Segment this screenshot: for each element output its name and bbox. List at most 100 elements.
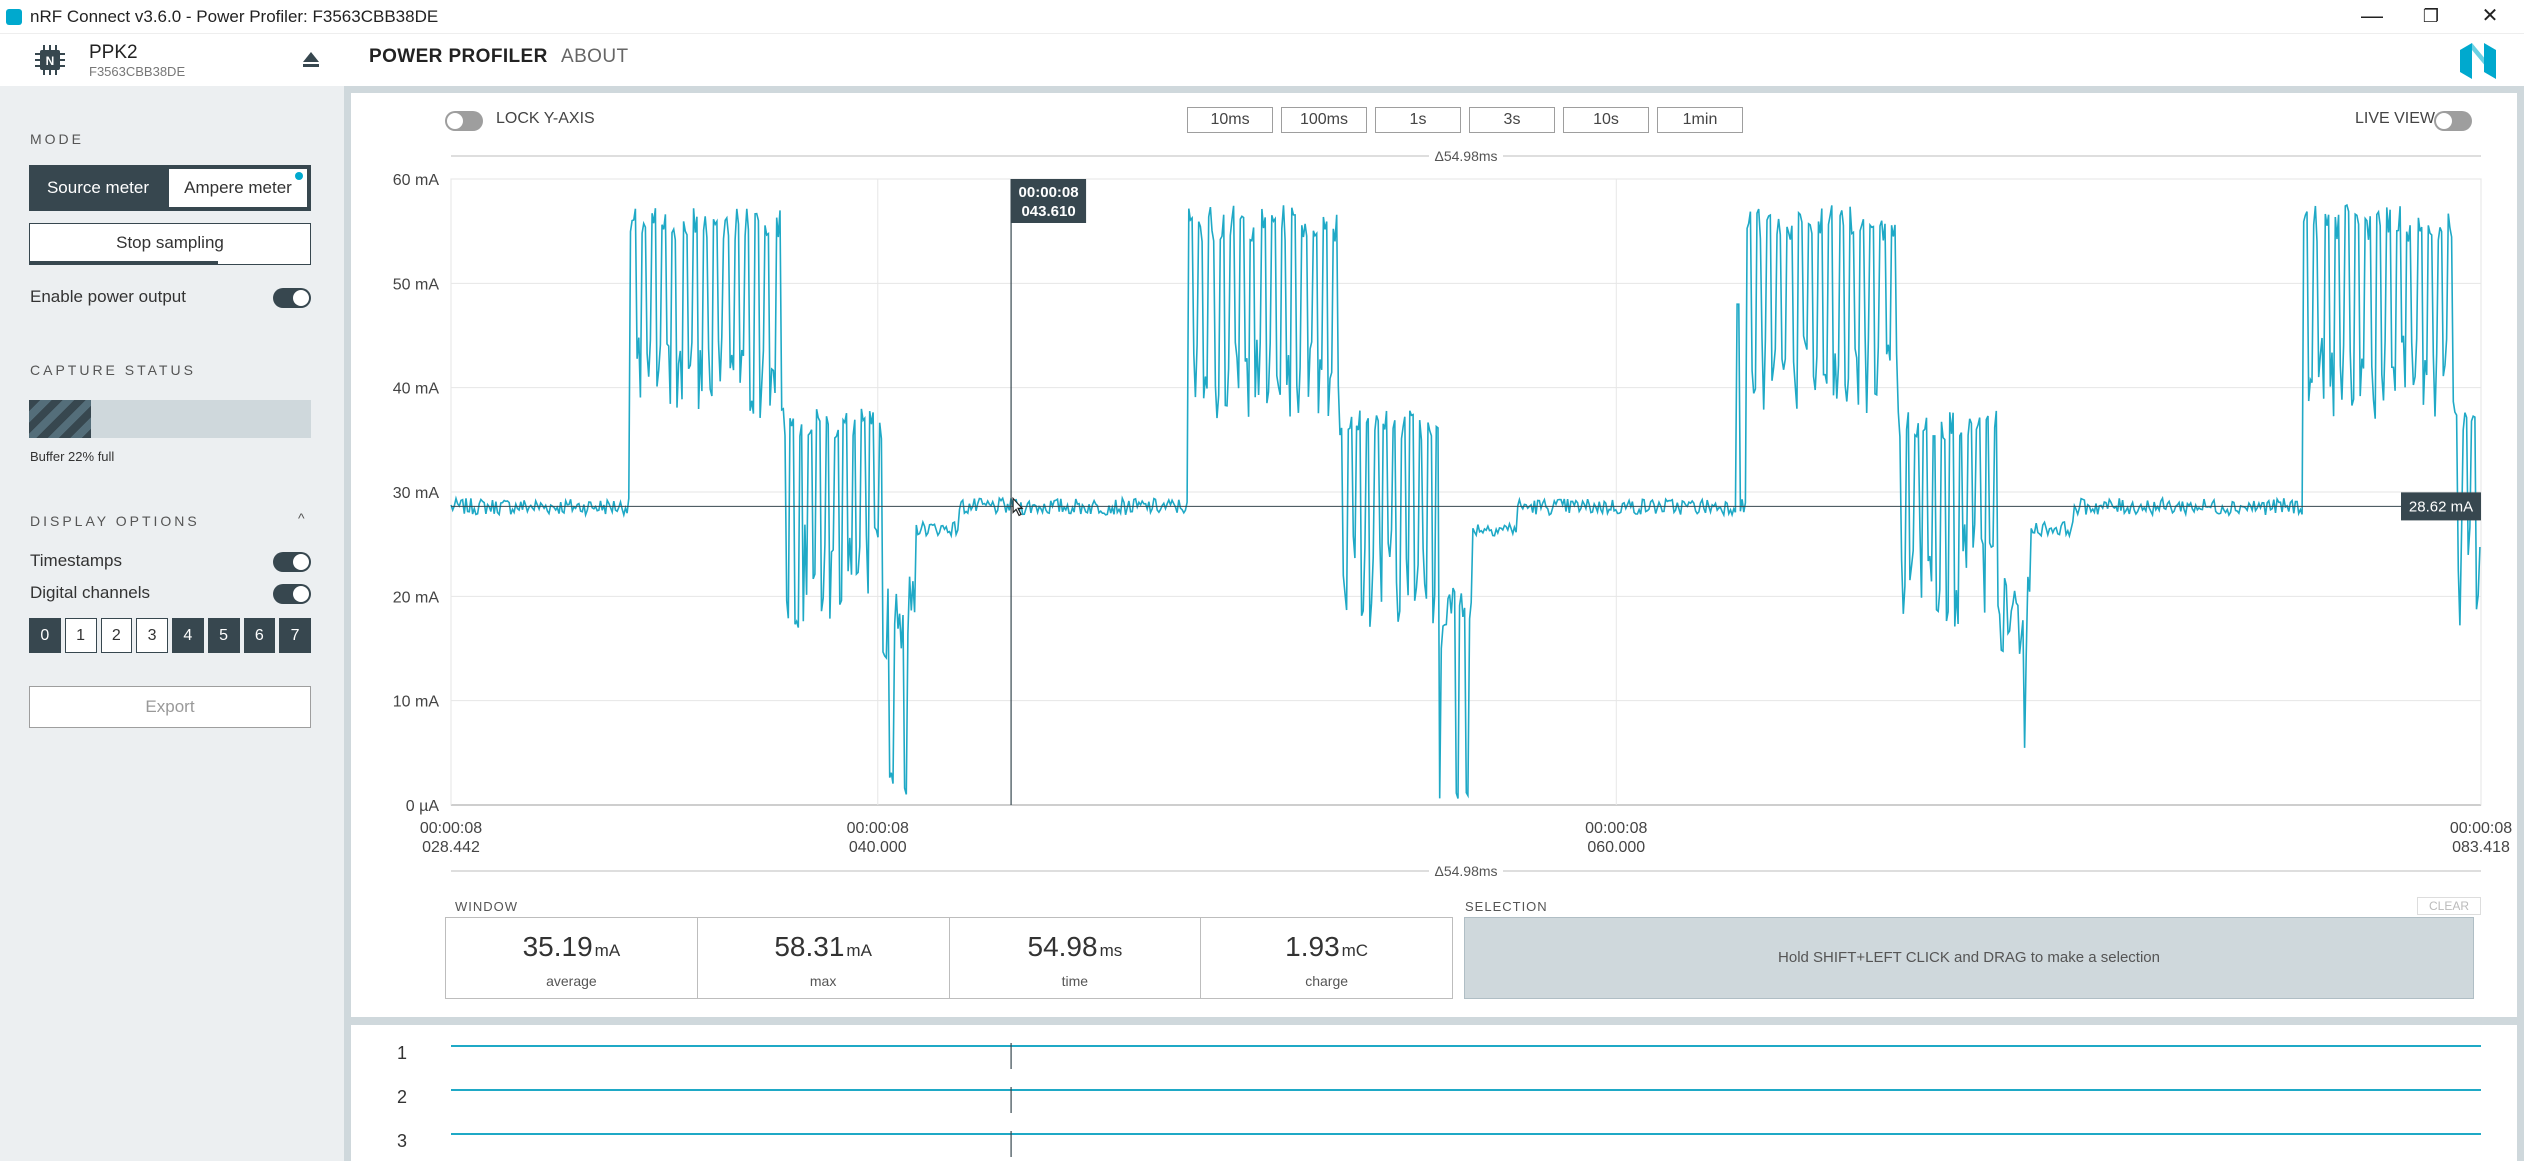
nordic-logo bbox=[2460, 43, 2496, 79]
stat-max-unit: mA bbox=[846, 941, 872, 960]
stat-average-unit: mA bbox=[594, 941, 621, 960]
channel-2-button[interactable]: 2 bbox=[100, 618, 133, 653]
stat-max-label: max bbox=[809, 973, 837, 989]
stat-charge: 1.93 mC charge bbox=[1201, 918, 1452, 998]
buffer-status: Buffer 22% full bbox=[30, 449, 115, 464]
mouse-pointer-icon bbox=[1012, 496, 1024, 517]
live-view-label: LIVE VIEW bbox=[2355, 110, 2436, 127]
stat-average-value: 35.19 bbox=[522, 931, 593, 962]
sidebar: MODE Source meter Ampere meter Stop samp… bbox=[0, 86, 344, 1161]
y-tick-label: 40 mA bbox=[393, 381, 440, 398]
enable-power-label: Enable power output bbox=[30, 287, 186, 306]
window-title: nRF Connect v3.6.0 - Power Profiler: F35… bbox=[30, 7, 439, 26]
device-name[interactable]: PPK2 bbox=[89, 42, 138, 63]
delta-top-label: Δ54.98ms bbox=[1434, 148, 1497, 164]
zoom-3s-button[interactable]: 3s bbox=[1469, 107, 1555, 133]
chart-panel: 28.62 mA 00:00:08 043.610 0 µA 10 mA 20 mA 30… bbox=[351, 93, 2517, 1017]
enable-power-toggle[interactable] bbox=[273, 288, 311, 308]
y-tick-label: 20 mA bbox=[393, 589, 440, 606]
stat-charge-unit: mC bbox=[1341, 941, 1369, 960]
maximize-button[interactable]: ❐ bbox=[2422, 6, 2440, 26]
svg-text:N: N bbox=[46, 54, 55, 68]
x-tick-label: 040.000 bbox=[849, 839, 907, 856]
stat-time-unit: ms bbox=[1099, 941, 1123, 960]
digital-channel-label: 3 bbox=[397, 1131, 407, 1151]
window-title: WINDOW bbox=[455, 899, 519, 914]
chip-icon[interactable]: N bbox=[34, 44, 66, 76]
collapse-caret-icon[interactable]: ^ bbox=[298, 510, 305, 526]
tab-power-profiler[interactable]: POWER PROFILER bbox=[369, 46, 548, 67]
timestamps-toggle[interactable] bbox=[273, 552, 311, 572]
channel-3-button[interactable]: 3 bbox=[136, 618, 168, 653]
stat-time: 54.98 ms time bbox=[950, 918, 1202, 998]
source-meter-button[interactable]: Source meter bbox=[46, 178, 150, 197]
selection-area[interactable]: Hold SHIFT+LEFT CLICK and DRAG to make a… bbox=[1464, 917, 2474, 999]
capture-progress-bar bbox=[29, 400, 311, 438]
x-tick-label: 083.418 bbox=[2452, 839, 2510, 856]
sampling-progress bbox=[30, 261, 218, 264]
eject-icon[interactable] bbox=[300, 48, 322, 70]
channel-0-button[interactable]: 0 bbox=[29, 618, 61, 653]
y-tick-label: 60 mA bbox=[393, 172, 440, 189]
close-button[interactable]: ✕ bbox=[2481, 5, 2499, 27]
tab-about[interactable]: ABOUT bbox=[561, 46, 629, 67]
cursor-time-label: 00:00:08 bbox=[1019, 184, 1079, 201]
y-tick-label: 30 mA bbox=[393, 485, 440, 502]
digital-channel-label: 2 bbox=[397, 1087, 407, 1107]
cursor-tag-bg bbox=[1011, 179, 1087, 223]
digital-channels-panel: 1 2 3 bbox=[351, 1025, 2517, 1161]
digital-channels-label: Digital channels bbox=[30, 583, 151, 602]
mode-title: MODE bbox=[30, 131, 84, 147]
digital-channels-toggle[interactable] bbox=[273, 584, 311, 604]
current-chart[interactable]: 28.62 mA 00:00:08 043.610 0 µA 10 mA 20 mA 30… bbox=[351, 93, 2517, 1017]
minimize-button[interactable]: — bbox=[2361, 3, 2383, 28]
export-button[interactable]: Export bbox=[29, 686, 311, 728]
zoom-10s-button[interactable]: 10s bbox=[1563, 107, 1649, 133]
lock-y-axis-toggle[interactable] bbox=[445, 111, 483, 131]
channel-7-button[interactable]: 7 bbox=[279, 618, 311, 653]
stop-sampling-button[interactable]: Stop sampling bbox=[29, 223, 311, 265]
stat-charge-label: charge bbox=[1305, 973, 1349, 989]
chart-overlay: 28.62 mA 00:00:08 043.610 bbox=[451, 179, 2481, 805]
capture-status-title: CAPTURE STATUS bbox=[30, 362, 196, 378]
zoom-100ms-button[interactable]: 100ms bbox=[1281, 107, 1367, 133]
lock-y-axis-label: LOCK Y-AXIS bbox=[496, 110, 595, 127]
app-header: N PPK2 F3563CBB38DE POWER PROFILER ABOUT bbox=[0, 34, 2524, 86]
zoom-1min-button[interactable]: 1min bbox=[1657, 107, 1743, 133]
digital-channel-label: 1 bbox=[397, 1043, 407, 1063]
clear-selection-button[interactable]: CLEAR bbox=[2417, 897, 2481, 915]
ampere-meter-button[interactable]: Ampere meter bbox=[169, 169, 307, 207]
channel-1-button[interactable]: 1 bbox=[64, 618, 97, 653]
title-bar: nRF Connect v3.6.0 - Power Profiler: F35… bbox=[0, 0, 2524, 34]
value-tag-label: 28.62 mA bbox=[2409, 498, 2473, 515]
zoom-buttons: 10ms 100ms 1s 3s 10s 1min bbox=[1187, 107, 1743, 133]
current-trace bbox=[450, 203, 2481, 799]
stat-charge-value: 1.93 bbox=[1285, 931, 1340, 962]
stop-sampling-label: Stop sampling bbox=[116, 233, 224, 252]
window-stats: 35.19 mA average 58.31 mA max 54.98 ms time 1.93 m… bbox=[445, 917, 1453, 999]
value-tag-bg bbox=[2401, 492, 2481, 521]
zoom-1s-button[interactable]: 1s bbox=[1375, 107, 1461, 133]
mode-toggle: Source meter Ampere meter bbox=[29, 165, 311, 211]
ampere-meter-label: Ampere meter bbox=[184, 178, 292, 197]
cursor-time-label: 043.610 bbox=[1021, 203, 1075, 220]
stat-max-value: 58.31 bbox=[774, 931, 845, 962]
y-tick-label: 50 mA bbox=[393, 276, 440, 293]
timestamps-label: Timestamps bbox=[30, 551, 122, 570]
channel-6-button[interactable]: 6 bbox=[243, 618, 276, 653]
x-tick-label: 00:00:08 bbox=[2450, 820, 2512, 837]
channel-5-button[interactable]: 5 bbox=[207, 618, 240, 653]
digital-channels-plot: 1 2 3 bbox=[397, 1043, 2481, 1157]
app-icon bbox=[6, 9, 22, 25]
zoom-10ms-button[interactable]: 10ms bbox=[1187, 107, 1273, 133]
stat-time-value: 54.98 bbox=[1027, 931, 1098, 962]
delta-bottom-bg bbox=[1429, 862, 1503, 880]
live-view-toggle[interactable] bbox=[2434, 111, 2472, 131]
channel-4-button[interactable]: 4 bbox=[172, 618, 204, 653]
y-tick-label: 0 µA bbox=[406, 798, 440, 815]
selection-title: SELECTION bbox=[1465, 899, 1548, 914]
main-area: 28.62 mA 00:00:08 043.610 0 µA 10 mA 20 mA 30… bbox=[344, 86, 2524, 1161]
y-tick-label: 10 mA bbox=[393, 694, 440, 711]
delta-bottom-label: Δ54.98ms bbox=[1434, 863, 1497, 879]
